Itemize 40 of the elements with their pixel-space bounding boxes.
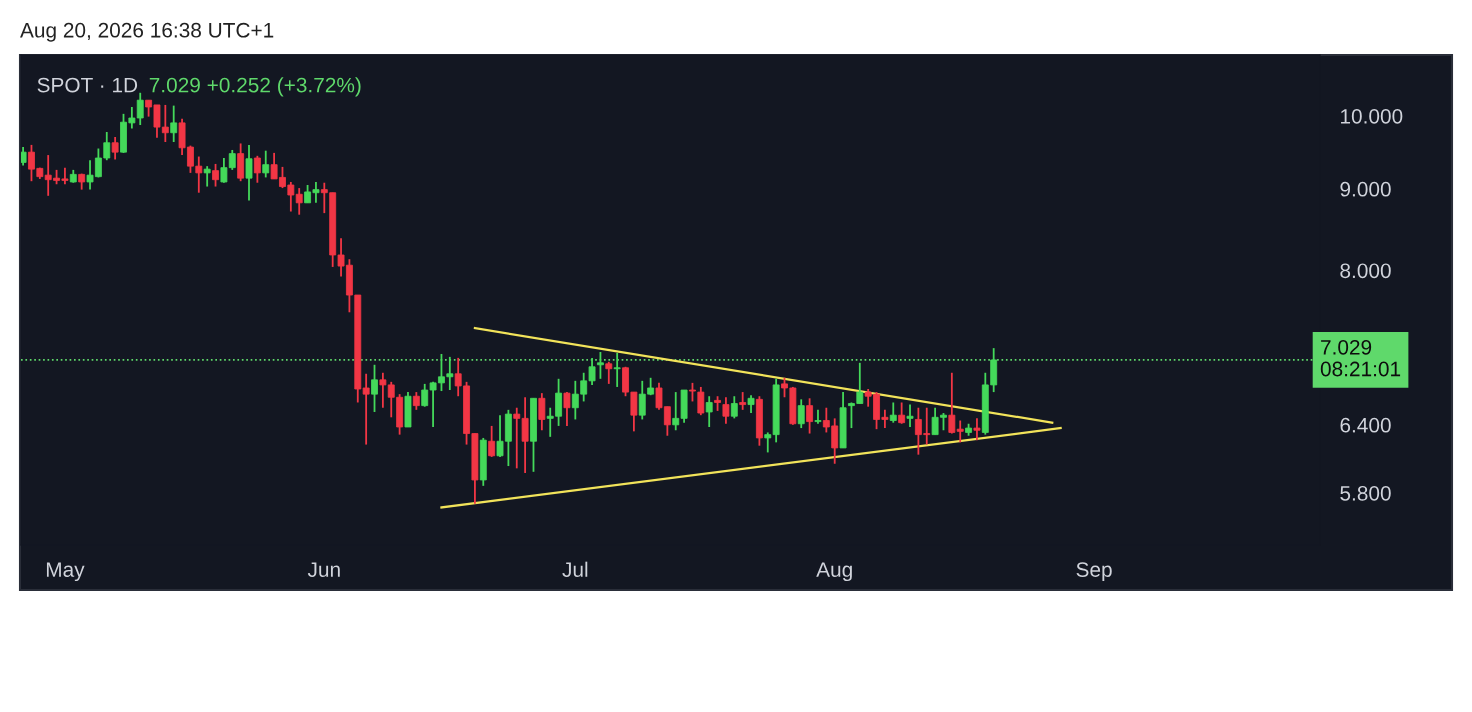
candlestick	[898, 401, 906, 425]
candlestick	[730, 395, 738, 420]
candlestick	[889, 401, 897, 424]
y-tick-label: 5.800	[1340, 485, 1391, 501]
candlestick	[739, 391, 747, 411]
y-tick-label: 6.400	[1340, 417, 1391, 433]
candlestick	[111, 136, 119, 161]
candlestick	[245, 143, 253, 202]
candlestick	[488, 425, 496, 458]
candlestick	[371, 363, 378, 413]
x-tick-label: Aug	[816, 562, 852, 582]
candlestick	[203, 165, 211, 188]
candlestick	[538, 392, 546, 432]
candlestick	[705, 395, 713, 428]
candlestick	[563, 391, 571, 427]
y-tick-label: 10.000	[1341, 108, 1403, 124]
candlestick	[973, 417, 981, 442]
y-tick-label: 9.000	[1340, 181, 1391, 197]
candlestick	[21, 146, 27, 167]
candlestick	[170, 104, 178, 143]
x-tick-label: Jun	[307, 562, 340, 577]
y-tick-label: 8.000	[1340, 263, 1391, 279]
candlestick	[253, 154, 261, 184]
candlestick	[722, 396, 730, 425]
x-tick-label: Jul	[562, 561, 588, 577]
candlestick	[262, 149, 270, 179]
candlestick	[906, 403, 914, 428]
candlestick	[613, 352, 621, 388]
x-tick-label: May	[46, 562, 85, 582]
text: Aug 20, 2026 16:38 UTC+1	[20, 22, 274, 42]
candlestick	[212, 163, 219, 188]
x-tick-label: Sep	[1076, 562, 1112, 582]
text: 7.029 +0.252 (+3.72%)	[149, 77, 361, 97]
candlestick	[596, 351, 604, 380]
candlestick	[797, 398, 805, 429]
candlestick	[806, 397, 814, 435]
ref-line-label: 7.029 08:21:01	[1320, 339, 1401, 377]
candlestick	[814, 408, 822, 425]
candlestick	[605, 360, 613, 385]
text: SPOT · 1D	[37, 77, 138, 93]
